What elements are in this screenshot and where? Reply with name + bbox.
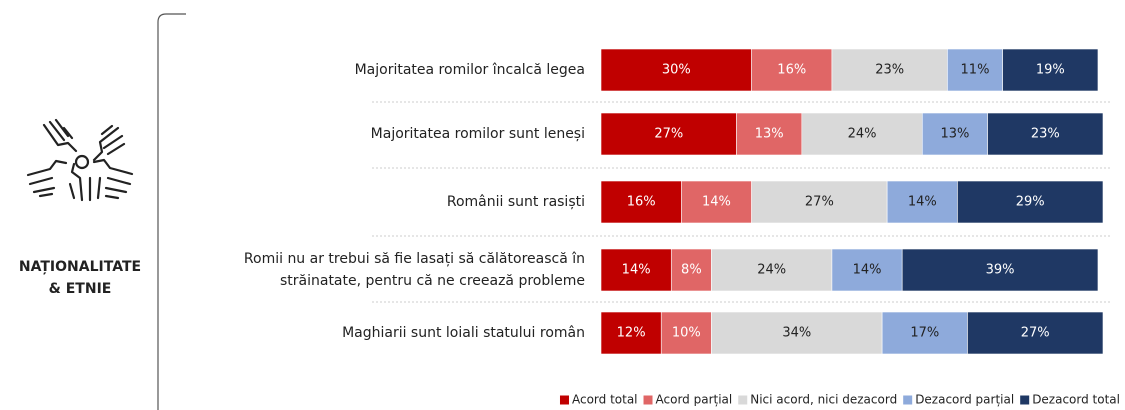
legend-swatch bbox=[1020, 395, 1030, 405]
value-label: 27% bbox=[1021, 326, 1050, 341]
value-label: 34% bbox=[782, 326, 811, 341]
bar-segment bbox=[921, 112, 988, 156]
bar-segment bbox=[600, 112, 737, 156]
legend-label: Dezacord total bbox=[1032, 393, 1120, 407]
bar-segment bbox=[1002, 48, 1099, 92]
bar-segment bbox=[831, 48, 948, 92]
category-label: Majoritatea romilor încalcă legea bbox=[354, 62, 585, 78]
value-label: 17% bbox=[910, 326, 939, 341]
bracket bbox=[157, 13, 186, 410]
value-label: 14% bbox=[908, 195, 937, 210]
bar-segment bbox=[711, 248, 833, 292]
value-label: 24% bbox=[848, 127, 877, 142]
value-label: 29% bbox=[1016, 195, 1045, 210]
bar-segment bbox=[987, 112, 1104, 156]
category-label: Românii sunt rasiști bbox=[446, 194, 585, 210]
value-label: 8% bbox=[681, 263, 702, 278]
bar-segment bbox=[751, 48, 833, 92]
bar-segment bbox=[947, 48, 1003, 92]
value-label: 14% bbox=[702, 195, 731, 210]
bar-segment bbox=[881, 311, 968, 355]
value-label: 14% bbox=[622, 263, 651, 278]
bar-segment bbox=[831, 248, 903, 292]
value-label: 23% bbox=[1031, 127, 1060, 142]
legend-swatch bbox=[738, 395, 748, 405]
bar-segment bbox=[681, 180, 752, 224]
bar-segment bbox=[600, 180, 682, 224]
bar-segment bbox=[600, 248, 672, 292]
value-label: 12% bbox=[617, 326, 646, 341]
bar-segment bbox=[711, 311, 883, 355]
category-label: Romii nu ar trebui să fie lasați să călă… bbox=[243, 251, 585, 289]
value-label: 10% bbox=[672, 326, 701, 341]
value-label: 27% bbox=[654, 127, 683, 142]
value-label: 23% bbox=[875, 63, 904, 78]
value-label: 13% bbox=[755, 127, 784, 142]
legend-label: Nici acord, nici dezacord bbox=[750, 393, 897, 407]
legend-label: Acord parțial bbox=[656, 393, 733, 407]
value-label: 19% bbox=[1036, 63, 1065, 78]
category-label: Maghiarii sunt loiali statului român bbox=[342, 325, 585, 341]
legend-label: Dezacord parțial bbox=[915, 393, 1014, 407]
bar-segment bbox=[801, 112, 923, 156]
legend-swatch bbox=[903, 395, 913, 405]
value-label: 39% bbox=[986, 263, 1015, 278]
value-label: 16% bbox=[627, 195, 656, 210]
bar-segment bbox=[967, 311, 1104, 355]
bar-segment bbox=[957, 180, 1104, 224]
value-label: 11% bbox=[961, 63, 990, 78]
bar-segment bbox=[660, 311, 712, 355]
legend-swatch bbox=[559, 395, 569, 405]
category-label: Majoritatea romilor sunt leneși bbox=[370, 126, 585, 142]
bar-segment bbox=[751, 180, 888, 224]
value-label: 27% bbox=[805, 195, 834, 210]
value-label: 14% bbox=[853, 263, 882, 278]
legend-swatch bbox=[643, 395, 653, 405]
value-label: 30% bbox=[662, 63, 691, 78]
value-label: 13% bbox=[940, 127, 969, 142]
bar-segment bbox=[670, 248, 712, 292]
hands-icon bbox=[26, 118, 134, 202]
legend-label: Acord total bbox=[572, 393, 638, 407]
panel-label: NAȚIONALITATE & ETNIE bbox=[18, 259, 142, 297]
bar-segment bbox=[736, 112, 803, 156]
value-label: 24% bbox=[757, 263, 786, 278]
value-label: 16% bbox=[777, 63, 806, 78]
bar-segment bbox=[901, 248, 1099, 292]
